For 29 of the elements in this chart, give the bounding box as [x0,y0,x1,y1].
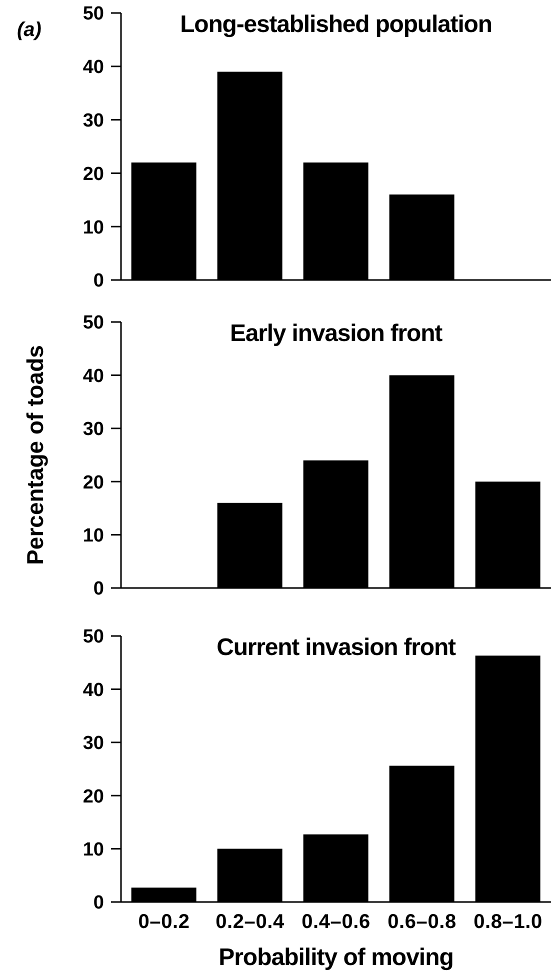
y-tick-label: 20 [82,786,104,808]
y-tick-label: 30 [82,110,104,132]
chart-title: Long-established population [180,11,492,38]
y-tick-label: 40 [82,57,104,78]
y-axis-title: Percentage of toads [22,345,48,565]
y-tick-label: 50 [82,4,104,25]
x-tick-label: 0.8–1.0 [474,911,542,934]
y-tick-label: 50 [82,626,104,648]
y-tick-label: 10 [82,526,104,547]
x-tick-label: 0.4–0.6 [302,911,370,934]
y-tick-label: 10 [82,217,104,238]
text: (a) [17,19,42,41]
y-tick-label: 0 [93,578,104,600]
y-tick-label: 0 [93,892,104,914]
chart-title: Early invasion front [230,320,442,347]
y-tick-label: 10 [82,840,104,861]
y-tick-label: 20 [82,472,104,494]
y-tick-label: 20 [82,164,104,185]
y-tick-label: 30 [82,733,104,754]
y-tick-label: 30 [82,419,104,440]
x-tick-label: 0.6–0.8 [388,911,456,934]
y-tick-label: 40 [82,680,104,701]
y-tick-label: 50 [82,312,104,334]
y-tick-label: 40 [82,366,104,387]
x-tick-label: 0.2–0.4 [216,911,285,934]
chart-title: Current invasion front [216,634,456,661]
x-axis-title: Probability of moving [218,944,454,971]
x-tick-label: 0–0.2 [138,911,190,934]
y-tick-label: 0 [93,270,104,292]
